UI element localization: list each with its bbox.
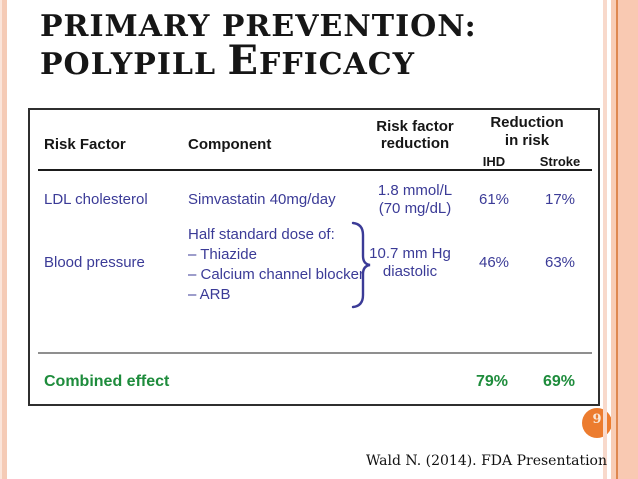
- efficacy-table: Risk Factor Component Risk factor reduct…: [28, 108, 600, 406]
- cell-combined-label: Combined effect: [44, 373, 170, 390]
- slide-title: PRIMARY PREVENTION: POLYPILL EFFICACY: [40, 10, 477, 82]
- cell-stroke-bp: 63%: [544, 254, 576, 271]
- slide-title-line2: POLYPILL EFFICACY: [40, 37, 416, 84]
- cell-component-bp: Half standard dose of: – Thiazide – Calc…: [188, 226, 364, 303]
- right-border-stripe-accent: [616, 0, 618, 479]
- right-border-stripe-1: [603, 0, 607, 479]
- col-header-component: Component: [188, 136, 272, 153]
- right-border-stripe-3: [618, 0, 638, 479]
- citation-text: Wald N. (2014). FDA Presentation: [365, 453, 607, 469]
- slide-number-badge: 9: [582, 408, 612, 438]
- col-header-ihd: IHD: [482, 154, 506, 169]
- col-header-risk-factor: Risk Factor: [44, 136, 126, 153]
- col-header-risk-factor-reduction: Risk factor reduction: [376, 118, 454, 152]
- cell-component-simvastatin: Simvastatin 40mg/day: [188, 191, 336, 208]
- combined-divider-line: [38, 352, 592, 354]
- curly-brace: [350, 220, 374, 310]
- cell-risk-factor-bp: Blood pressure: [44, 254, 145, 271]
- col-header-reduction-in-risk: Reduction in risk: [490, 114, 564, 149]
- header-divider-line: [38, 169, 592, 171]
- cell-combined-stroke: 69%: [542, 373, 576, 390]
- cell-risk-factor-ldl: LDL cholesterol: [44, 191, 148, 208]
- cell-combined-ihd: 79%: [475, 373, 509, 390]
- cell-ihd-bp: 46%: [478, 254, 510, 271]
- right-border-stripe-2: [611, 0, 616, 479]
- cell-reduction-bp: 10.7 mm Hg diastolic: [369, 245, 451, 280]
- cell-reduction-ldl: 1.8 mmol/L (70 mg/dL): [377, 182, 453, 217]
- left-border-stripe: [2, 0, 7, 479]
- col-header-stroke: Stroke: [539, 154, 581, 169]
- slide-title-line1: PRIMARY PREVENTION:: [40, 9, 477, 44]
- left-border-stripe-outer: [0, 0, 2, 479]
- cell-ihd-ldl: 61%: [478, 191, 510, 208]
- cell-stroke-ldl: 17%: [544, 191, 576, 208]
